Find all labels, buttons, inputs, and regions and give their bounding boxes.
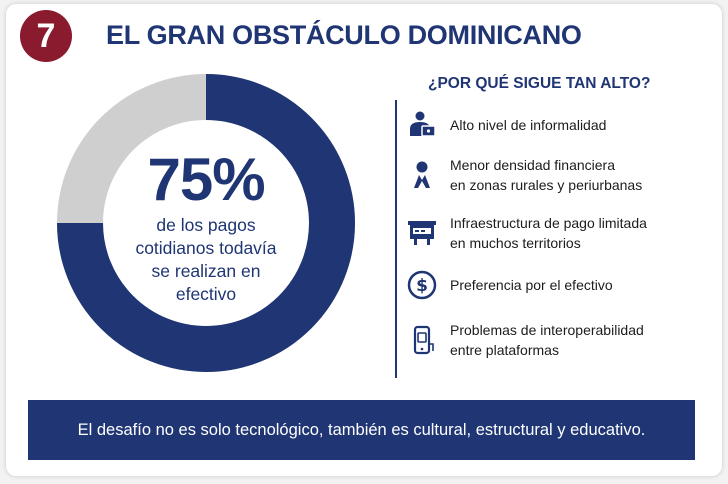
reason-item-densidad-financiera: Menor densidad financiera en zonas rural… — [404, 155, 704, 195]
page-title: EL GRAN OBSTÁCULO DOMINICANO — [106, 20, 582, 50]
donut-center-text: 75% de los pagos cotidianos todavía se r… — [106, 150, 306, 306]
infographic-card — [6, 4, 722, 476]
reason-text: Preferencia por el efectivo — [450, 275, 613, 295]
donut-main-arc — [57, 74, 355, 372]
reason-line: Problemas de interoperabilidad — [450, 322, 644, 338]
reason-item-infraestructura: Infraestructura de pago limitada en much… — [404, 213, 704, 253]
reason-line: entre plataformas — [450, 342, 559, 358]
reason-text: Problemas de interoperabilidad entre pla… — [450, 320, 644, 360]
donut-chart — [57, 74, 355, 372]
stat-description-line: cotidianos todavía — [135, 238, 277, 258]
reason-line: Alto nivel de informalidad — [450, 117, 607, 133]
reasons-title: ¿POR QUÉ SIGUE TAN ALTO? — [428, 75, 651, 92]
svg-text:$: $ — [416, 276, 428, 296]
section-number-badge: 7 — [20, 10, 72, 62]
person-icon — [404, 157, 440, 193]
vertical-divider — [395, 100, 397, 378]
stat-percent: 75% — [147, 146, 265, 213]
reason-text: Infraestructura de pago limitada en much… — [450, 213, 647, 253]
footer-banner: El desafío no es solo tecnológico, tambi… — [28, 400, 695, 460]
person-laptop-icon — [404, 107, 440, 143]
reason-text: Menor densidad financiera en zonas rural… — [450, 155, 642, 195]
payment-terminal-icon — [404, 215, 440, 251]
reason-line: en muchos territorios — [450, 235, 581, 251]
reason-line: en zonas rurales y periurbanas — [450, 177, 643, 193]
stat-description-line: efectivo — [175, 284, 237, 304]
section-number: 7 — [36, 16, 56, 55]
reason-item-informalidad: Alto nivel de informalidad — [404, 107, 704, 143]
stat-description-line: de los pagos — [156, 215, 256, 235]
reason-text: Alto nivel de informalidad — [450, 115, 606, 135]
stat-description: de los pagos cotidianos todavía se reali… — [106, 214, 306, 306]
reason-line: Menor densidad financiera — [450, 157, 615, 173]
dollar-coin-icon: $ — [404, 267, 440, 303]
stat-description-line: se realizan en — [151, 261, 261, 281]
reason-item-preferencia-efectivo: $ Preferencia por el efectivo — [404, 267, 704, 303]
reason-line: Infraestructura de pago limitada — [450, 215, 647, 231]
reason-line: Preferencia por el efectivo — [450, 277, 613, 293]
footer-text: El desafío no es solo tecnológico, tambi… — [77, 420, 646, 439]
reason-item-interoperabilidad: Problemas de interoperabilidad entre pla… — [404, 320, 704, 360]
mobile-phone-icon — [404, 322, 440, 358]
